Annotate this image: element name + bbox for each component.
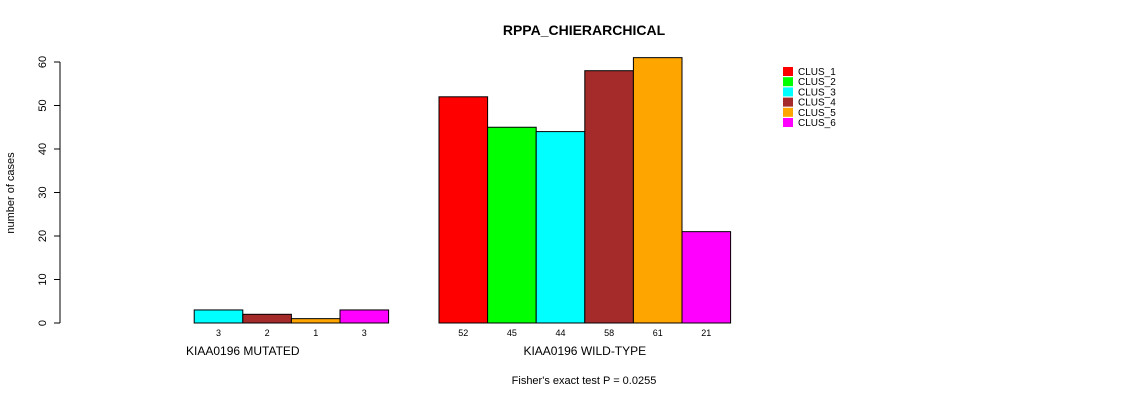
group-label: KIAA0196 WILD-TYPE bbox=[523, 344, 646, 358]
legend-swatch-clus-3 bbox=[783, 87, 793, 97]
y-tick-label: 30 bbox=[37, 186, 49, 198]
bar-clus-5-wild-type bbox=[632, 57, 683, 324]
bar-clus-3-mutated bbox=[193, 309, 244, 324]
chart-title: RPPA_CHIERARCHICAL bbox=[503, 22, 666, 38]
bar-value-label: 2 bbox=[265, 328, 270, 338]
bar-value-label: 45 bbox=[507, 328, 517, 338]
bar-clus-6-wild-type bbox=[681, 231, 732, 324]
bar-clus-4-mutated bbox=[242, 313, 292, 324]
bar-clus-1-wild-type bbox=[438, 96, 489, 324]
bar-value-label: 44 bbox=[555, 328, 565, 338]
bars bbox=[193, 57, 732, 324]
y-axis: 0 10 20 30 40 50 60 bbox=[37, 56, 61, 326]
y-axis-label: number of cases bbox=[5, 152, 17, 234]
bar-clus-6-mutated bbox=[339, 309, 390, 324]
bar-value-label: 52 bbox=[458, 328, 468, 338]
legend-label: CLUS_3 bbox=[798, 87, 836, 98]
bar-value-label: 3 bbox=[216, 328, 221, 338]
legend-label: CLUS_2 bbox=[798, 77, 836, 88]
bar-clus-4-wild-type bbox=[584, 70, 634, 324]
legend-label: CLUS_5 bbox=[798, 108, 836, 119]
y-tick-label: 50 bbox=[37, 99, 49, 111]
legend-label: CLUS_4 bbox=[798, 98, 836, 109]
fisher-test-footnote: Fisher's exact test P = 0.0255 bbox=[512, 375, 657, 387]
legend-swatch-clus-4 bbox=[783, 97, 793, 107]
y-tick-label: 40 bbox=[37, 143, 49, 155]
bar-value-label: 61 bbox=[653, 328, 663, 338]
legend-label: CLUS_1 bbox=[798, 67, 836, 78]
legend-swatch-clus-2 bbox=[783, 77, 793, 87]
y-tick-label: 0 bbox=[37, 320, 49, 326]
bar-value-label: 1 bbox=[313, 328, 318, 338]
group-label: KIAA0196 MUTATED bbox=[186, 344, 300, 358]
legend-label: CLUS_6 bbox=[798, 118, 836, 129]
bar-clus-2-wild-type bbox=[487, 126, 537, 324]
bar-value-label: 21 bbox=[701, 328, 711, 338]
bar-value-label: 3 bbox=[362, 328, 367, 338]
legend-swatch-clus-6 bbox=[783, 118, 793, 127]
bar-clus-3-wild-type bbox=[535, 131, 586, 324]
bar-value-label: 58 bbox=[604, 328, 614, 338]
bar-value-labels: 3 2 1 3 52 45 44 58 61 21 bbox=[216, 328, 711, 338]
legend-swatch-clus-1 bbox=[783, 67, 793, 76]
group-labels: KIAA0196 MUTATED KIAA0196 WILD-TYPE bbox=[186, 344, 646, 358]
bar-clus-5-mutated bbox=[290, 318, 341, 324]
y-tick-label: 20 bbox=[37, 230, 49, 242]
legend-swatch-clus-5 bbox=[783, 107, 793, 117]
y-tick-label: 60 bbox=[37, 56, 49, 68]
y-tick-label: 10 bbox=[37, 273, 49, 285]
